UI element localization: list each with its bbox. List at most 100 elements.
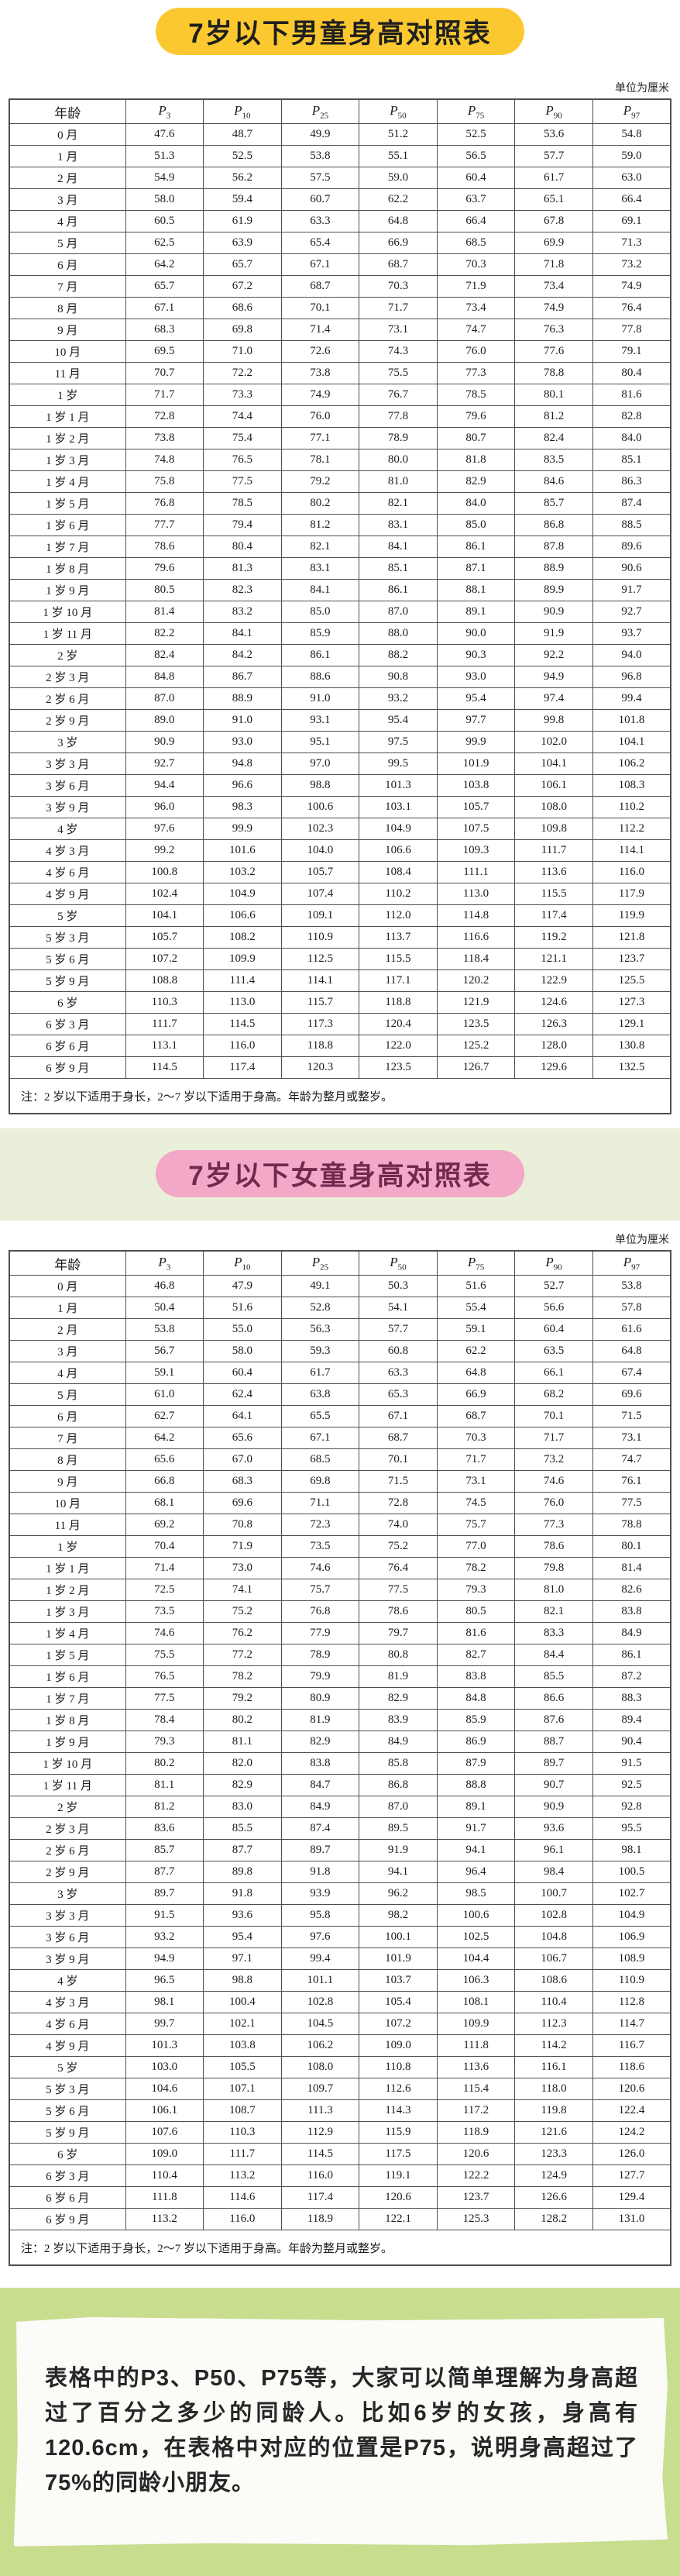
height-value-cell: 94.8 [203, 752, 282, 775]
table-row: 1 岁 5 月 75.5 77.2 78.9 80.8 82.7 84.4 86.1 [9, 1644, 671, 1666]
height-value-cell: 85.7 [125, 1839, 204, 1861]
height-value-cell: 74.9 [280, 384, 360, 406]
height-value-cell: 118.4 [436, 948, 516, 970]
age-cell: 1 岁 10 月 [9, 601, 126, 623]
height-value-cell: 104.1 [125, 904, 204, 927]
table-row: 6 岁 9 月 114.5 117.4 120.3 123.5 126.7 129.6 132… [9, 1056, 671, 1079]
height-value-cell: 109.8 [514, 818, 593, 840]
height-value-cell: 79.1 [592, 340, 671, 363]
height-value-cell: 117.1 [359, 969, 438, 992]
table-row: 1 岁 1 月 71.4 73.0 74.6 76.4 78.2 79.8 81.4 [9, 1557, 671, 1579]
height-value-cell: 94.1 [359, 1861, 438, 1883]
height-value-cell: 100.8 [125, 861, 204, 883]
height-value-cell: 84.1 [203, 622, 282, 645]
height-value-cell: 104.0 [280, 839, 360, 862]
height-value-cell: 85.5 [203, 1817, 282, 1840]
percentile-column-header: P25 [280, 1250, 360, 1276]
table-row: 5 岁 9 月 107.6 110.3 112.9 115.9 118.9 121.6 124… [9, 2121, 671, 2144]
height-value-cell: 54.8 [592, 123, 671, 146]
height-value-cell: 130.8 [592, 1035, 671, 1057]
height-value-cell: 104.9 [592, 1904, 671, 1927]
table-row: 1 岁 7 月 78.6 80.4 82.1 84.1 86.1 87.8 89.6 [9, 536, 671, 558]
height-value-cell: 89.7 [280, 1839, 360, 1861]
height-value-cell: 85.1 [359, 557, 438, 580]
height-value-cell: 94.0 [592, 644, 671, 666]
age-cell: 3 岁 6 月 [9, 774, 126, 797]
height-value-cell: 85.0 [436, 514, 516, 536]
age-cell: 2 岁 [9, 644, 126, 666]
height-value-cell: 72.3 [280, 1514, 360, 1536]
height-value-cell: 82.1 [514, 1600, 593, 1623]
height-value-cell: 108.8 [125, 969, 204, 992]
height-value-cell: 81.2 [280, 514, 360, 536]
height-value-cell: 87.6 [514, 1709, 593, 1731]
height-value-cell: 78.6 [514, 1535, 593, 1558]
age-cell: 4 月 [9, 210, 126, 232]
height-value-cell: 79.3 [436, 1579, 516, 1601]
height-value-cell: 102.0 [514, 731, 593, 753]
height-value-cell: 102.4 [125, 883, 204, 905]
height-value-cell: 97.1 [203, 1947, 282, 1970]
height-value-cell: 66.1 [514, 1362, 593, 1384]
height-value-cell: 53.6 [514, 123, 593, 146]
height-value-cell: 88.5 [592, 514, 671, 536]
height-value-cell: 102.5 [436, 1926, 516, 1948]
height-value-cell: 102.7 [592, 1882, 671, 1905]
height-value-cell: 50.4 [125, 1297, 204, 1319]
height-value-cell: 80.2 [125, 1752, 204, 1775]
height-value-cell: 112.9 [280, 2121, 360, 2144]
height-value-cell: 56.5 [436, 145, 516, 167]
height-value-cell: 113.2 [125, 2208, 204, 2230]
height-value-cell: 106.7 [514, 1947, 593, 1970]
age-cell: 4 岁 9 月 [9, 2034, 126, 2057]
table-row: 3 岁 6 月 94.4 96.6 98.8 101.3 103.8 106.1 108.3 [9, 774, 671, 797]
height-value-cell: 91.8 [280, 1861, 360, 1883]
age-cell: 1 岁 11 月 [9, 1774, 126, 1796]
height-value-cell: 114.8 [436, 904, 516, 927]
height-value-cell: 83.0 [203, 1796, 282, 1818]
height-value-cell: 74.6 [280, 1557, 360, 1579]
height-value-cell: 74.1 [203, 1579, 282, 1601]
height-value-cell: 104.1 [514, 752, 593, 775]
table-row: 1 岁 4 月 74.6 76.2 77.9 79.7 81.6 83.3 84.9 [9, 1622, 671, 1644]
height-value-cell: 122.9 [514, 969, 593, 992]
height-value-cell: 68.7 [436, 1405, 516, 1427]
height-value-cell: 99.5 [359, 752, 438, 775]
height-value-cell: 110.2 [592, 796, 671, 818]
height-value-cell: 93.7 [592, 622, 671, 645]
height-value-cell: 87.1 [436, 557, 516, 580]
height-value-cell: 82.2 [125, 622, 204, 645]
height-value-cell: 79.4 [203, 514, 282, 536]
height-value-cell: 66.9 [359, 232, 438, 254]
height-value-cell: 106.1 [125, 2099, 204, 2122]
height-value-cell: 70.7 [125, 362, 204, 384]
height-value-cell: 68.5 [280, 1448, 360, 1471]
height-value-cell: 110.2 [359, 883, 438, 905]
height-value-cell: 97.4 [514, 687, 593, 710]
height-value-cell: 106.2 [592, 752, 671, 775]
height-value-cell: 105.7 [280, 861, 360, 883]
height-value-cell: 98.8 [280, 774, 360, 797]
height-value-cell: 96.6 [203, 774, 282, 797]
height-value-cell: 120.6 [592, 2078, 671, 2100]
age-cell: 7 月 [9, 1427, 126, 1449]
height-value-cell: 70.3 [359, 275, 438, 298]
height-value-cell: 84.9 [592, 1622, 671, 1644]
height-value-cell: 122.1 [359, 2208, 438, 2230]
height-value-cell: 74.7 [436, 319, 516, 341]
height-value-cell: 98.1 [592, 1839, 671, 1861]
height-value-cell: 94.9 [125, 1947, 204, 1970]
height-value-cell: 118.6 [592, 2056, 671, 2078]
age-cell: 1 岁 [9, 384, 126, 406]
height-value-cell: 84.4 [514, 1644, 593, 1666]
age-cell: 3 岁 9 月 [9, 1947, 126, 1970]
height-value-cell: 74.8 [125, 449, 204, 471]
height-value-cell: 69.9 [514, 232, 593, 254]
age-cell: 11 月 [9, 362, 126, 384]
height-value-cell: 82.4 [125, 644, 204, 666]
table-row: 5 岁 9 月 108.8 111.4 114.1 117.1 120.2 122.9 125… [9, 969, 671, 992]
table-row: 2 岁 81.2 83.0 84.9 87.0 89.1 90.9 92.8 [9, 1796, 671, 1818]
height-value-cell: 67.8 [514, 210, 593, 232]
height-value-cell: 74.4 [203, 405, 282, 428]
height-value-cell: 78.2 [436, 1557, 516, 1579]
